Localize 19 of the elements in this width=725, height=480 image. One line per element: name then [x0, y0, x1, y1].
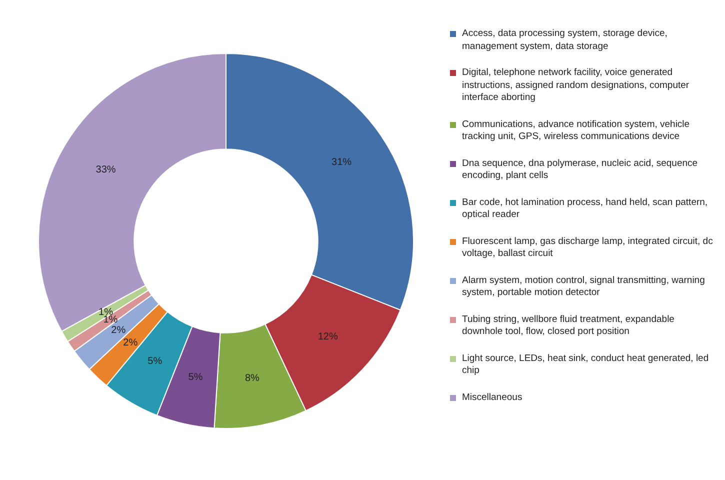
legend-label: Tubing string, wellbore fluid treatment, expandable downhole tool, flow, closed port position	[462, 314, 676, 338]
legend-label: Digital, telephone network facility, voice generated instructions, assigned random designations, computer interface aborting	[462, 67, 690, 104]
data-label: 31%	[332, 157, 352, 168]
data-label: 12%	[318, 331, 338, 342]
legend-label: Dna sequence, dna polymerase, nucleic acid, sequence encoding, plant cells	[462, 158, 699, 182]
legend-label: Miscellaneous	[462, 392, 522, 404]
legend-label: Fluorescent lamp, gas discharge lamp, integrated circuit, dc voltage, ballast circuit	[462, 236, 714, 260]
legend-label: Light source, LEDs, heat sink, conduct heat generated, led chip	[462, 352, 710, 378]
data-label: 5%	[188, 372, 203, 384]
data-label: 33%	[96, 164, 116, 176]
legend-label: Communications, advance notification system, vehicle tracking unit, GPS, wireless communications device	[462, 118, 691, 144]
data-label: 5%	[148, 356, 162, 367]
data-label: 2%	[123, 338, 138, 349]
data-label: 1%	[103, 314, 118, 326]
legend-label: Access, data processing system, storage device, management system, data storage	[462, 28, 668, 53]
data-label: 8%	[244, 372, 260, 384]
legend-label: Bar code, hot lamination process, hand held, scan pattern, optical reader	[462, 196, 709, 222]
data-label: 2%	[111, 324, 126, 336]
legend-label: Alarm system, motion control, signal transmitting, warning system, portable motion detector	[462, 274, 706, 300]
